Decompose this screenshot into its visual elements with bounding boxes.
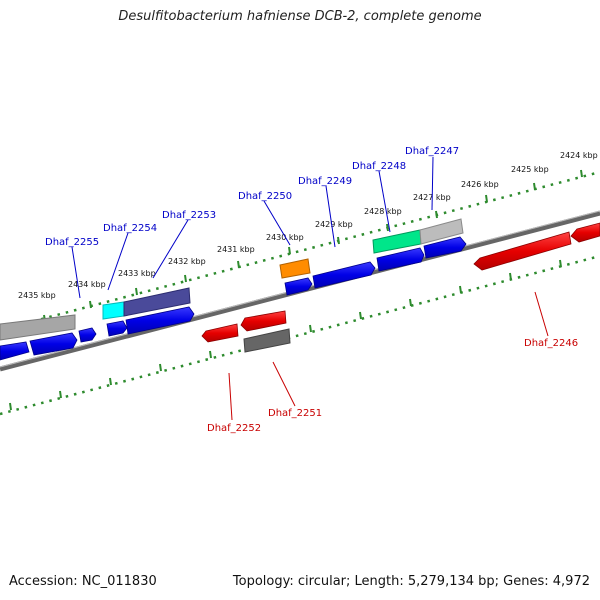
gene-arrow-blue bbox=[312, 261, 376, 289]
scale-label-2432: 2432 kbp bbox=[168, 257, 206, 266]
label-dhaf-2252: Dhaf_2252 bbox=[207, 423, 261, 434]
scale-label-2433: 2433 kbp bbox=[118, 269, 156, 278]
gene-arrow-blue bbox=[78, 327, 97, 343]
gene-arrow-red bbox=[570, 222, 600, 243]
label-dhaf-2251: Dhaf_2251 bbox=[268, 408, 322, 419]
gene-arrow-blue bbox=[29, 332, 78, 356]
gene-arrow-blue bbox=[0, 341, 30, 361]
scale-label-2430: 2430 kbp bbox=[266, 233, 304, 242]
reverse-features-lower bbox=[243, 328, 291, 353]
gene-arrow-blue bbox=[284, 277, 313, 296]
reverse-genes bbox=[201, 222, 600, 343]
scale-label-2431: 2431 kbp bbox=[217, 245, 255, 254]
label-dhaf-2255: Dhaf_2255 bbox=[45, 237, 99, 248]
feature-dhaf-2250 bbox=[279, 258, 311, 279]
label-dhaf-2253: Dhaf_2253 bbox=[162, 210, 216, 221]
scale-label-2429: 2429 kbp bbox=[315, 220, 353, 229]
scale-label-2428: 2428 kbp bbox=[364, 207, 402, 216]
scale-label-2426: 2426 kbp bbox=[461, 180, 499, 189]
scale-label-2424: 2424 kbp bbox=[560, 151, 598, 160]
forward-features-upper bbox=[0, 218, 464, 341]
scale-label-2435: 2435 kbp bbox=[18, 291, 56, 300]
label-dhaf-2248: Dhaf_2248 bbox=[352, 161, 406, 172]
feature-dhaf-2251 bbox=[243, 328, 291, 353]
forward-label-leaders bbox=[71, 156, 434, 299]
map-title: Desulfitobacterium hafniense DCB-2, comp… bbox=[118, 9, 482, 24]
gene-arrow-blue bbox=[125, 306, 195, 335]
forward-labels: Dhaf_2247 Dhaf_2248 Dhaf_2249 Dhaf_2250 … bbox=[45, 146, 459, 248]
feature-gray-left bbox=[0, 314, 76, 341]
gene-arrow-red bbox=[240, 310, 287, 332]
label-dhaf-2249: Dhaf_2249 bbox=[298, 176, 352, 187]
label-dhaf-2247: Dhaf_2247 bbox=[405, 146, 459, 157]
gene-arrow-red bbox=[473, 231, 572, 271]
label-dhaf-2246: Dhaf_2246 bbox=[524, 338, 578, 349]
gene-arrow-blue bbox=[423, 236, 467, 259]
forward-genes bbox=[0, 236, 467, 361]
feature-dhaf-2253 bbox=[123, 287, 191, 317]
reverse-labels: Dhaf_2246 Dhaf_2251 Dhaf_2252 bbox=[207, 338, 578, 434]
feature-dhaf-2247 bbox=[419, 218, 464, 245]
label-dhaf-2254: Dhaf_2254 bbox=[103, 223, 157, 234]
feature-dhaf-2254 bbox=[102, 301, 125, 320]
scale-ruler-forward bbox=[0, 170, 600, 332]
scale-label-2425: 2425 kbp bbox=[511, 165, 549, 174]
accession-text: Accession: NC_011830 bbox=[9, 574, 157, 589]
scale-ruler-reverse bbox=[0, 254, 600, 416]
gene-arrow-blue bbox=[106, 320, 128, 337]
scale-label-2434: 2434 kbp bbox=[68, 280, 106, 289]
genome-summary-text: Topology: circular; Length: 5,279,134 bp… bbox=[232, 574, 590, 589]
reverse-label-leaders bbox=[228, 291, 549, 421]
gene-arrow-red bbox=[201, 323, 239, 343]
label-dhaf-2250: Dhaf_2250 bbox=[238, 191, 292, 202]
gene-arrow-blue bbox=[376, 247, 425, 272]
